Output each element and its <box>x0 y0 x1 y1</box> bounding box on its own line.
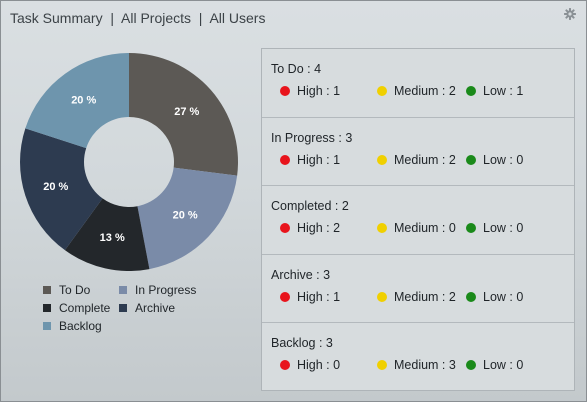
priority-row: High : 2 Medium : 0 Low : 0 <box>271 220 574 236</box>
legend-item-todo[interactable]: To Do <box>43 283 119 297</box>
slice-value-label: 20 % <box>173 210 198 222</box>
legend-label-archive: Archive <box>135 301 176 315</box>
legend-item-complete[interactable]: Complete <box>43 301 119 315</box>
legend-item-backlog[interactable]: Backlog <box>43 319 119 333</box>
priority-row: High : 1 Medium : 2 Low : 0 <box>271 289 574 305</box>
priority-high: High : 1 <box>271 290 368 304</box>
high-dot-icon <box>280 223 290 234</box>
status-card-in-progress[interactable]: In Progress : 3 High : 1 Medium : 2 Low … <box>262 118 574 187</box>
priority-medium-label: Medium : 2 <box>394 152 456 167</box>
medium-dot-icon <box>377 223 387 234</box>
high-dot-icon <box>280 154 290 165</box>
high-dot-icon <box>280 291 290 302</box>
legend-label-in-progress: In Progress <box>135 283 197 297</box>
priority-medium: Medium : 0 <box>368 221 466 235</box>
priority-high-label: High : 1 <box>297 289 341 304</box>
priority-low: Low : 0 <box>466 358 523 372</box>
widget-title: Task Summary | All Projects | All Users <box>10 10 266 26</box>
priority-high: High : 0 <box>271 358 368 372</box>
slice-archive[interactable] <box>20 128 103 251</box>
priority-low: Low : 0 <box>466 290 523 304</box>
low-dot-icon <box>466 86 476 96</box>
priority-low: Low : 1 <box>466 84 523 98</box>
priority-high: High : 2 <box>271 221 368 235</box>
status-card-title: Completed : 2 <box>271 199 349 214</box>
legend-label-todo: To Do <box>59 283 91 297</box>
priority-high-label: High : 1 <box>297 84 341 98</box>
priority-high: High : 1 <box>271 153 368 167</box>
status-card-title: Backlog : 3 <box>271 336 333 351</box>
legend-swatch-in-progress <box>119 286 127 294</box>
priority-high: High : 1 <box>271 84 368 98</box>
legend-swatch-complete <box>43 304 51 312</box>
donut-chart-area: 27 % 20 % 13 % 20 % 20 % To Do In Progress C… <box>1 31 259 401</box>
priority-row: High : 1 Medium : 2 Low : 1 <box>271 83 574 99</box>
slice-backlog[interactable] <box>25 53 129 149</box>
status-card-archive[interactable]: Archive : 3 High : 1 Medium : 2 Low : 0 <box>262 255 574 324</box>
priority-medium: Medium : 2 <box>368 290 466 304</box>
status-card-todo[interactable]: To Do : 4 High : 1 Medium : 2 Low : 1 <box>262 49 574 118</box>
high-dot-icon <box>280 86 290 96</box>
priority-medium-label: Medium : 3 <box>394 358 456 373</box>
status-card-completed[interactable]: Completed : 2 High : 2 Medium : 0 Low : … <box>262 186 574 255</box>
priority-low: Low : 0 <box>466 153 523 167</box>
priority-high-label: High : 2 <box>297 221 341 236</box>
legend-item-in-progress[interactable]: In Progress <box>119 283 197 297</box>
high-dot-icon <box>280 360 290 371</box>
priority-medium-label: Medium : 0 <box>394 221 456 236</box>
status-summary-panel: To Do : 4 High : 1 Medium : 2 Low : 1 In… <box>261 48 575 391</box>
priority-row: High : 0 Medium : 3 Low : 0 <box>271 357 574 373</box>
priority-medium: Medium : 3 <box>368 358 466 372</box>
slice-in-progress[interactable] <box>137 167 238 270</box>
low-dot-icon <box>466 291 476 302</box>
status-card-title: In Progress : 3 <box>271 130 353 145</box>
low-dot-icon <box>466 360 476 371</box>
legend-swatch-backlog <box>43 322 51 330</box>
priority-high-label: High : 1 <box>297 152 341 167</box>
priority-high-label: High : 0 <box>297 358 341 373</box>
slice-todo[interactable] <box>129 53 238 176</box>
priority-medium-label: Medium : 2 <box>394 289 456 304</box>
priority-medium-label: Medium : 2 <box>394 84 456 98</box>
slice-value-label: 13 % <box>100 232 125 244</box>
priority-row: High : 1 Medium : 2 Low : 0 <box>271 152 574 168</box>
legend-item-archive[interactable]: Archive <box>119 301 195 315</box>
low-dot-icon <box>466 154 476 165</box>
legend-swatch-todo <box>43 286 51 294</box>
slice-value-label: 20 % <box>43 181 68 193</box>
priority-medium: Medium : 2 <box>368 84 466 98</box>
legend-label-complete: Complete <box>59 301 111 315</box>
slice-value-label: 27 % <box>174 106 199 118</box>
priority-low-label: Low : 0 <box>483 221 524 236</box>
priority-low-label: Low : 1 <box>483 84 524 98</box>
priority-low-label: Low : 0 <box>483 289 524 304</box>
medium-dot-icon <box>377 291 387 302</box>
priority-medium: Medium : 2 <box>368 153 466 167</box>
low-dot-icon <box>466 223 476 234</box>
slice-complete[interactable] <box>64 198 150 271</box>
medium-dot-icon <box>377 154 387 165</box>
medium-dot-icon <box>377 360 387 371</box>
slice-value-label: 20 % <box>71 95 96 107</box>
priority-low-label: Low : 0 <box>483 152 524 167</box>
medium-dot-icon <box>377 86 387 96</box>
status-card-backlog[interactable]: Backlog : 3 High : 0 Medium : 3 Low : 0 <box>262 323 574 392</box>
status-card-title: Archive : 3 <box>271 267 331 282</box>
chart-legend: To Do In Progress Complete Archive <box>43 281 243 335</box>
legend-swatch-archive <box>119 304 127 312</box>
status-card-title: To Do : 4 <box>271 62 322 76</box>
priority-low: Low : 0 <box>466 221 523 235</box>
priority-low-label: Low : 0 <box>483 358 524 373</box>
legend-label-backlog: Backlog <box>59 319 102 333</box>
donut-chart: 27 % 20 % 13 % 20 % 20 % <box>20 53 238 271</box>
gear-icon[interactable] <box>564 8 576 20</box>
